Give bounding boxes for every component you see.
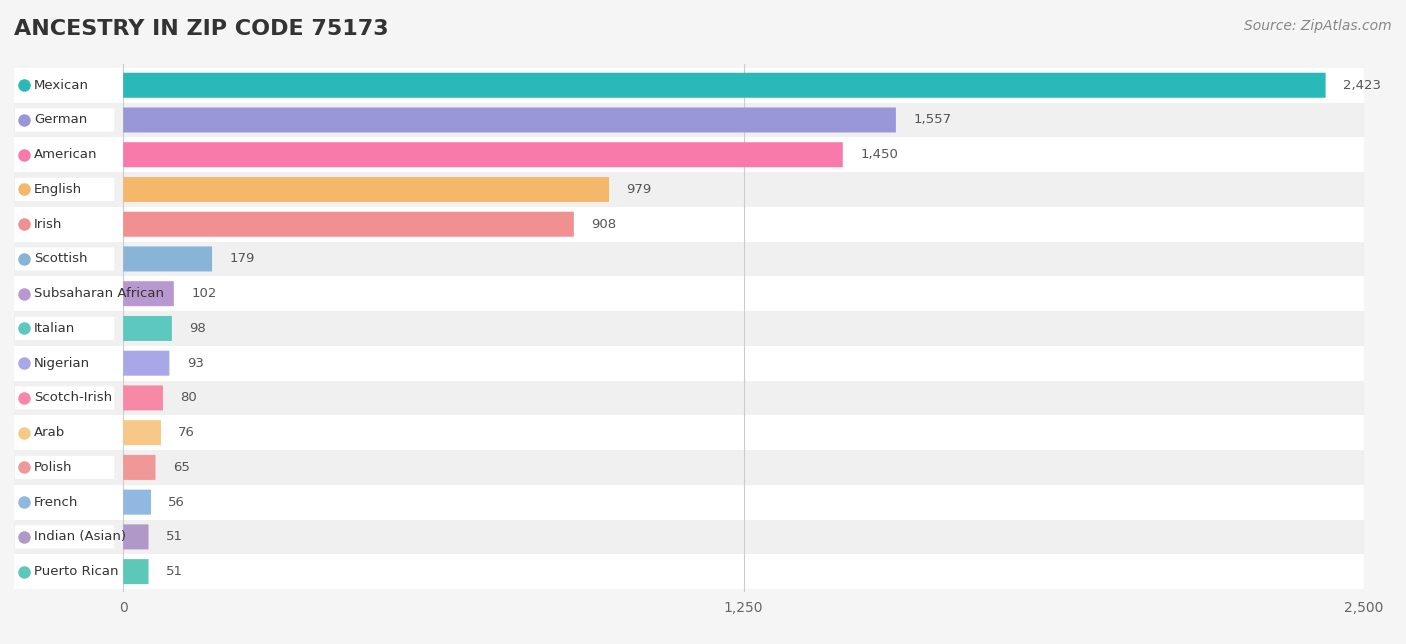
FancyBboxPatch shape [124, 247, 212, 272]
FancyBboxPatch shape [124, 316, 172, 341]
Text: Indian (Asian): Indian (Asian) [34, 531, 127, 544]
FancyBboxPatch shape [15, 560, 114, 583]
FancyBboxPatch shape [15, 526, 114, 549]
Text: 908: 908 [591, 218, 616, 231]
Text: 98: 98 [190, 322, 207, 335]
FancyBboxPatch shape [124, 351, 169, 375]
Text: Scotch-Irish: Scotch-Irish [34, 392, 112, 404]
Bar [14, 172, 1364, 207]
Bar [14, 102, 1364, 137]
Text: Mexican: Mexican [34, 79, 89, 91]
Text: Polish: Polish [34, 461, 73, 474]
Bar [14, 207, 1364, 242]
Text: Nigerian: Nigerian [34, 357, 90, 370]
Bar [14, 276, 1364, 311]
FancyBboxPatch shape [15, 108, 114, 131]
Bar [14, 381, 1364, 415]
Text: 1,450: 1,450 [860, 148, 898, 161]
FancyBboxPatch shape [15, 421, 114, 444]
Text: 51: 51 [166, 531, 183, 544]
Text: Irish: Irish [34, 218, 62, 231]
Text: 56: 56 [169, 496, 186, 509]
Text: 979: 979 [627, 183, 651, 196]
FancyBboxPatch shape [124, 108, 896, 133]
Text: 76: 76 [179, 426, 195, 439]
FancyBboxPatch shape [15, 317, 114, 340]
FancyBboxPatch shape [124, 177, 609, 202]
Bar [14, 485, 1364, 520]
Bar [14, 520, 1364, 554]
FancyBboxPatch shape [15, 213, 114, 236]
FancyBboxPatch shape [15, 282, 114, 305]
Bar [14, 415, 1364, 450]
FancyBboxPatch shape [15, 456, 114, 479]
Text: Puerto Rican: Puerto Rican [34, 565, 118, 578]
FancyBboxPatch shape [124, 559, 149, 584]
FancyBboxPatch shape [15, 178, 114, 201]
FancyBboxPatch shape [15, 491, 114, 514]
FancyBboxPatch shape [15, 352, 114, 375]
Text: 102: 102 [191, 287, 217, 300]
Bar [14, 242, 1364, 276]
Bar [14, 311, 1364, 346]
Bar [14, 137, 1364, 172]
FancyBboxPatch shape [124, 420, 160, 445]
Text: English: English [34, 183, 82, 196]
Text: 1,557: 1,557 [914, 113, 952, 126]
FancyBboxPatch shape [15, 73, 114, 97]
FancyBboxPatch shape [124, 281, 174, 306]
Text: 80: 80 [180, 392, 197, 404]
FancyBboxPatch shape [15, 247, 114, 270]
FancyBboxPatch shape [124, 489, 150, 515]
Text: French: French [34, 496, 79, 509]
Text: American: American [34, 148, 97, 161]
FancyBboxPatch shape [15, 386, 114, 410]
Bar [14, 450, 1364, 485]
Text: Subsaharan African: Subsaharan African [34, 287, 165, 300]
Text: 93: 93 [187, 357, 204, 370]
Text: ANCESTRY IN ZIP CODE 75173: ANCESTRY IN ZIP CODE 75173 [14, 19, 388, 39]
Bar [14, 346, 1364, 381]
Text: 179: 179 [229, 252, 254, 265]
Text: 51: 51 [166, 565, 183, 578]
Text: 65: 65 [173, 461, 190, 474]
Bar [14, 554, 1364, 589]
Bar [14, 68, 1364, 102]
FancyBboxPatch shape [124, 142, 842, 167]
Text: Source: ZipAtlas.com: Source: ZipAtlas.com [1244, 19, 1392, 33]
FancyBboxPatch shape [124, 73, 1326, 98]
Text: Arab: Arab [34, 426, 65, 439]
FancyBboxPatch shape [124, 524, 149, 549]
FancyBboxPatch shape [15, 143, 114, 166]
FancyBboxPatch shape [124, 385, 163, 410]
FancyBboxPatch shape [124, 212, 574, 237]
Text: Scottish: Scottish [34, 252, 87, 265]
Text: Italian: Italian [34, 322, 75, 335]
FancyBboxPatch shape [124, 455, 156, 480]
Text: German: German [34, 113, 87, 126]
Text: 2,423: 2,423 [1343, 79, 1381, 91]
